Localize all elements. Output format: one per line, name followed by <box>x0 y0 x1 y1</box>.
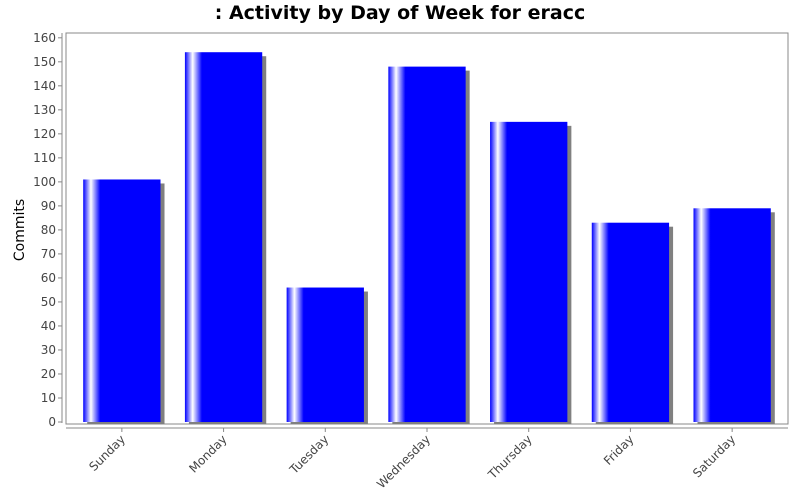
y-tick-label: 40 <box>41 319 56 333</box>
y-tick-label: 120 <box>33 127 56 141</box>
x-tick-label: Sunday <box>86 432 128 474</box>
x-tick-label: Monday <box>186 432 229 475</box>
y-tick-label: 80 <box>41 223 56 237</box>
x-tick-label: Tuesday <box>286 432 331 477</box>
y-tick-label: 140 <box>33 79 56 93</box>
y-axis-title: Commits <box>12 199 28 261</box>
y-axis: 0 10 20 30 40 50 60 70 80 90 100 110 120 130 140 150 160 <box>33 31 63 429</box>
y-tick-label: 20 <box>41 367 56 381</box>
chart-title: : Activity by Day of Week for eracc <box>214 2 586 24</box>
y-tick-label: 10 <box>41 391 56 405</box>
y-tick-label: 0 <box>48 415 56 429</box>
bar-wednesday <box>388 66 466 423</box>
x-axis: Sunday Monday Tuesday Wednesday Thursday Frid… <box>66 427 788 491</box>
y-tick-label: 110 <box>33 151 56 165</box>
y-tick-label: 60 <box>41 271 56 285</box>
y-tick-label: 160 <box>33 31 56 45</box>
x-tick-label: Thursday <box>485 432 535 482</box>
bars <box>83 52 775 425</box>
bar-sunday <box>83 179 161 422</box>
bar-saturday <box>693 208 771 422</box>
bar-friday <box>591 222 670 422</box>
y-tick-label: 150 <box>33 55 56 69</box>
x-tick-label: Saturday <box>690 432 738 480</box>
bar-monday <box>184 52 263 423</box>
bar-tuesday <box>286 287 364 422</box>
y-tick-label: 50 <box>41 295 56 309</box>
bar-thursday <box>490 121 568 423</box>
y-tick-label: 30 <box>41 343 56 357</box>
x-tick-label: Friday <box>601 432 637 468</box>
y-tick-label: 90 <box>41 199 56 213</box>
x-tick-label: Wednesday <box>374 432 433 491</box>
y-tick-label: 70 <box>41 247 56 261</box>
y-tick-label: 100 <box>33 175 56 189</box>
y-tick-label: 130 <box>33 103 56 117</box>
